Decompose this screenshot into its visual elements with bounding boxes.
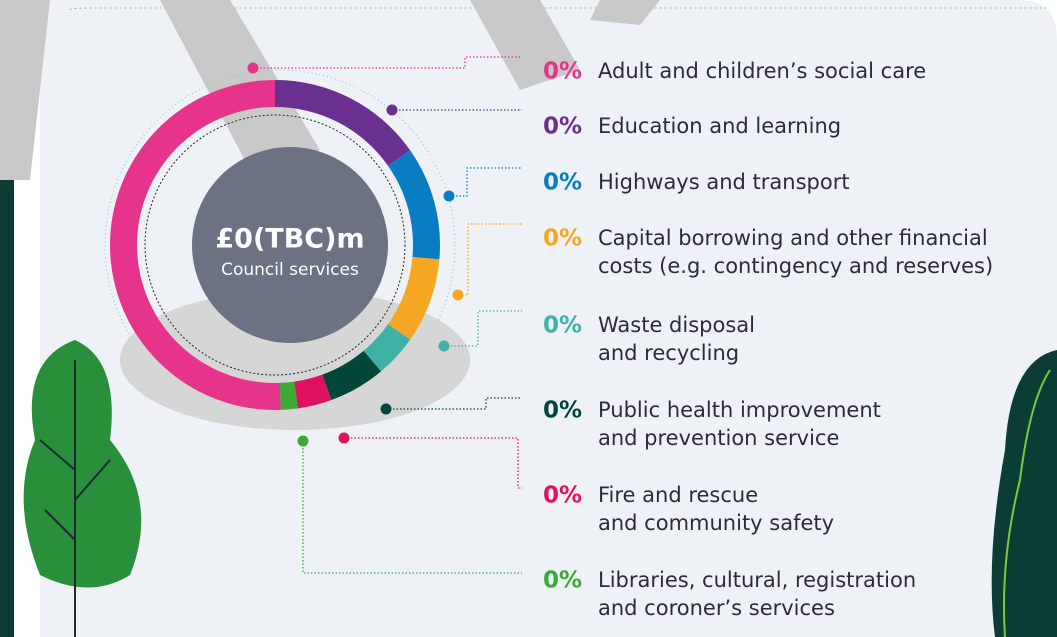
connector-dot (438, 340, 450, 352)
item-percent: 0% (543, 568, 582, 594)
decor-shape (991, 350, 1057, 637)
connector (253, 56, 522, 69)
item-label: Adult and children’s social care (598, 59, 926, 83)
connector (449, 167, 522, 197)
orbit (104, 69, 456, 421)
item-label: Fire and rescue (598, 483, 758, 507)
item-label: Capital borrowing and other financial (598, 226, 988, 250)
decor-line (1003, 369, 1051, 637)
center-caption: Council services (221, 260, 359, 280)
connector-dot (386, 104, 398, 116)
connector-dot (247, 62, 259, 74)
center-amount: £0(TBC)m (215, 224, 364, 255)
item-label: Public health improvement (598, 398, 881, 422)
ring-segment (109, 80, 281, 411)
item-percent: 0% (543, 114, 582, 140)
item-label: Waste disposal (598, 313, 755, 337)
item-percent: 0% (543, 226, 582, 252)
item-label: and community safety (598, 511, 834, 535)
item-percent: 0% (543, 398, 582, 424)
ring-segment (322, 350, 382, 401)
item-label: and coroner’s services (598, 596, 835, 620)
connector (444, 310, 522, 347)
items: 0% Adult and children’s social care 0% Educ… (247, 56, 993, 620)
ring-segment (279, 381, 298, 410)
dotted-border (69, 7, 1050, 11)
item-label: costs (e.g. contingency and reserves) (598, 254, 993, 278)
ring-segment (294, 374, 332, 409)
item-label: and recycling (598, 341, 739, 365)
center-disc (192, 147, 388, 343)
ring-segment (388, 257, 440, 340)
connector-dot (380, 403, 392, 415)
item-label: Libraries, cultural, registration (598, 568, 916, 592)
item-percent: 0% (543, 170, 582, 196)
item-percent: 0% (543, 483, 582, 509)
tree (23, 340, 142, 637)
ring-segment (388, 150, 441, 260)
ring-segment (363, 324, 411, 372)
ring-segment (275, 80, 411, 166)
item-percent: 0% (543, 59, 582, 85)
connector-dot (443, 190, 455, 202)
item-label: Education and learning (598, 114, 841, 138)
item-label: Highways and transport (598, 170, 850, 194)
connector-dot (338, 432, 350, 444)
connector (302, 441, 522, 574)
donut (109, 80, 441, 411)
ring-dots (144, 114, 406, 376)
item-percent: 0% (543, 313, 582, 339)
item-label: and prevention service (598, 426, 839, 450)
connector (386, 397, 522, 410)
connector-dot (452, 289, 464, 301)
connector-dot (297, 435, 309, 447)
